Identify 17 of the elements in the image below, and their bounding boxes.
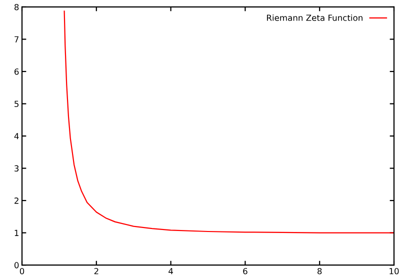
y-tick-label: 4 — [14, 133, 19, 140]
y-tick-label: 8 — [14, 4, 19, 10]
x-tick-label: 2 — [94, 268, 98, 274]
x-tick-label: 6 — [243, 268, 248, 274]
y-tick-label: 1 — [14, 230, 18, 236]
y-tick-label: 7 — [14, 36, 19, 42]
legend-label: Riemann Zeta Function — [267, 14, 362, 21]
x-tick-label: 4 — [168, 268, 173, 274]
y-tick-label: 6 — [14, 68, 19, 75]
x-tick-label: 10 — [390, 268, 399, 274]
x-tick-label: 0 — [20, 268, 24, 274]
y-tick-label: 0 — [14, 262, 19, 268]
y-tick-label: 2 — [14, 198, 18, 204]
y-tick-label: 5 — [14, 100, 18, 108]
x-tick-label: 8 — [318, 268, 322, 274]
line-series — [64, 10, 394, 234]
y-tick-label: 3 — [14, 165, 19, 172]
